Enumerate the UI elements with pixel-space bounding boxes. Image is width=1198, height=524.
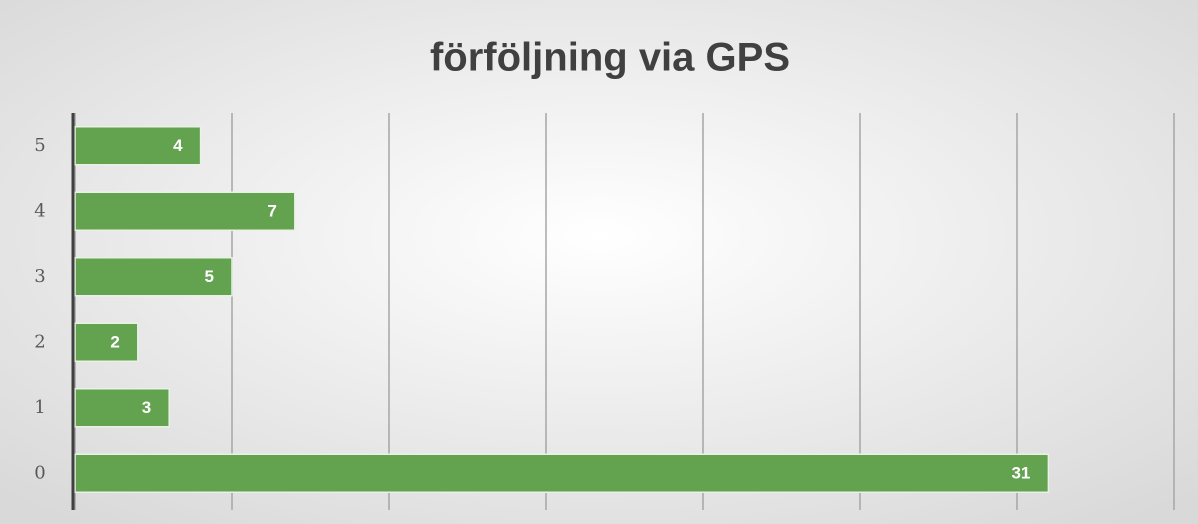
bar — [74, 322, 139, 362]
y-tick-label: 4 — [34, 200, 45, 221]
data-label: 4 — [173, 136, 183, 155]
y-tick-label: 0 — [34, 462, 45, 483]
bar — [74, 257, 233, 297]
y-tick-label: 1 — [34, 397, 45, 418]
data-label: 7 — [267, 202, 276, 221]
data-label: 31 — [1011, 464, 1030, 483]
data-label: 5 — [205, 267, 214, 286]
y-tick-label: 3 — [34, 266, 45, 287]
chart-title: förföljning via GPS — [430, 36, 790, 80]
y-tick-label: 2 — [34, 331, 45, 352]
data-label: 3 — [142, 398, 151, 417]
y-tick-label: 5 — [34, 135, 45, 156]
bar — [74, 191, 296, 231]
bar — [74, 126, 202, 166]
bar — [74, 388, 170, 428]
bar — [74, 453, 1050, 493]
data-label: 2 — [110, 333, 119, 352]
